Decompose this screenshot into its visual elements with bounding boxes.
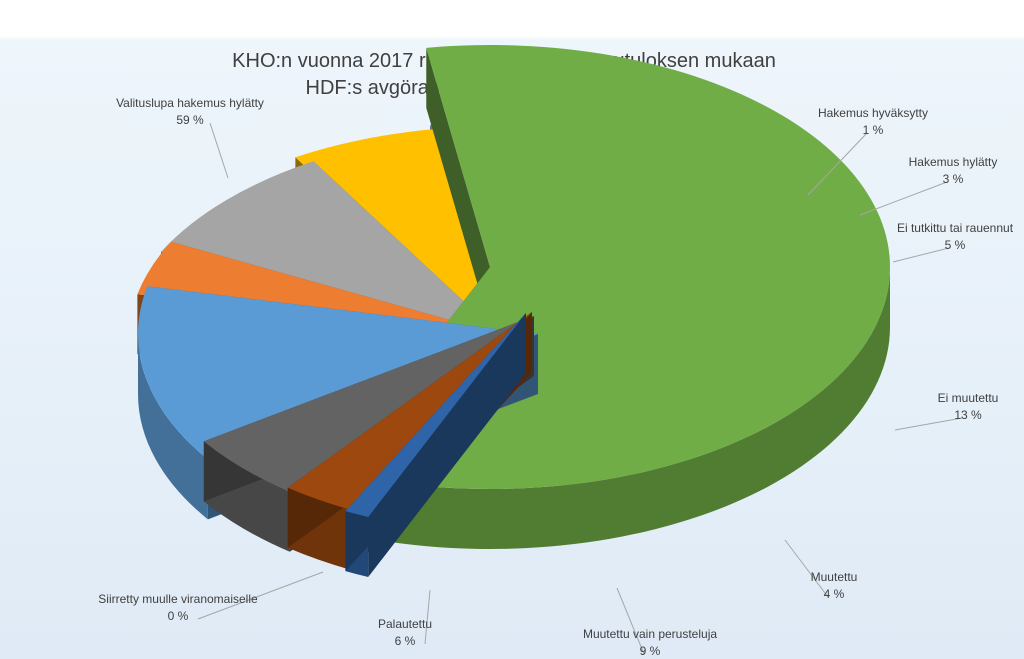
data-value-siirretty-muulle-viranomaiselle: 0 % — [168, 609, 189, 623]
data-label-muutettu: Muutettu — [811, 570, 858, 584]
leader-line-muutettu-vain-perusteluja — [616, 587, 645, 655]
slice-cut-face — [345, 313, 526, 572]
data-label-valituslupa-hakemus-hyl-tty: Valituslupa hakemus hylätty — [116, 96, 264, 110]
slice-top-face — [345, 313, 526, 517]
leader-line-palautettu — [424, 589, 431, 645]
slice-side-wall — [332, 267, 890, 549]
data-value-hakemus-hyv-ksytty: 1 % — [863, 123, 884, 137]
data-label-muutettu-vain-perusteluja: Muutettu vain perusteluja — [583, 627, 717, 641]
slice-top-face — [161, 161, 518, 352]
data-value-palautettu: 6 % — [395, 634, 416, 648]
slice-cut-face — [426, 47, 490, 328]
data-value-ei-muutettu: 13 % — [954, 408, 982, 422]
pie-slice-hakemus-hyv-ksytty — [345, 313, 526, 577]
data-label-hakemus-hyl-tty: Hakemus hylätty — [909, 155, 998, 169]
data-label-hakemus-hyv-ksytty: Hakemus hyväksytty — [818, 106, 928, 120]
leader-line-siirretty-muulle-viranomaiselle — [197, 571, 324, 620]
data-value-muutettu: 4 % — [824, 587, 845, 601]
slice-top-face — [138, 286, 539, 460]
leader-line-ei-muutettu — [894, 417, 963, 431]
data-label-palautettu: Palautettu — [378, 617, 432, 631]
data-value-valituslupa-hakemus-hyl-tty: 59 % — [176, 113, 204, 127]
data-label-siirretty-muulle-viranomaiselle: Siirretty muulle viranomaiselle — [98, 592, 258, 606]
slice-top-face — [287, 312, 532, 511]
data-label-ei-tutkittu-tai-rauennut: Ei tutkittu tai rauennut — [897, 221, 1014, 235]
slice-top-face — [203, 316, 534, 492]
leader-line-hakemus-hyl-tty — [859, 181, 948, 216]
slice-top-face — [137, 241, 529, 342]
data-value-hakemus-hyl-tty: 3 % — [943, 172, 964, 186]
data-label-ei-muutettu: Ei muutettu — [938, 391, 999, 405]
leader-line-ei-tutkittu-tai-rauennut — [892, 247, 950, 263]
data-value-ei-tutkittu-tai-rauennut: 5 % — [945, 238, 966, 252]
leader-line-valituslupa-hakemus-hyl-tty — [209, 122, 229, 179]
data-value-muutettu-vain-perusteluja: 9 % — [640, 644, 661, 658]
slice-side-wall — [138, 334, 208, 520]
leader-line-muutettu — [784, 539, 829, 598]
leader-line-hakemus-hyv-ksytty — [807, 132, 868, 196]
